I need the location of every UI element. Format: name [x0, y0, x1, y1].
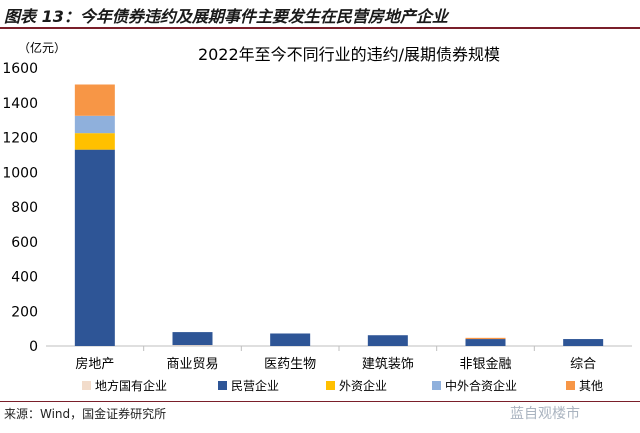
- watermark: 蓝自观楼市: [510, 406, 580, 422]
- stacked-bar-chart: 2022年至今不同行业的违约/展期债券规模 （亿元） 0 200 400 600 800 10…: [2, 40, 632, 393]
- y-tick-label: 800: [11, 200, 38, 216]
- bar-segment: [74, 149, 115, 346]
- x-tick-label: 房地产: [75, 356, 114, 372]
- title-divider: [0, 27, 640, 29]
- y-tick-label: 1200: [2, 131, 38, 147]
- bar-segment: [74, 84, 115, 116]
- legend-swatch: [82, 381, 91, 390]
- bar-segment: [74, 115, 115, 134]
- bar-segment: [465, 337, 506, 340]
- y-tick-label: 1000: [2, 165, 38, 181]
- legend-swatch: [326, 381, 335, 390]
- x-tick-label: 商业贸易: [166, 357, 218, 372]
- bar-segment: [74, 133, 115, 150]
- bar-segment: [465, 339, 506, 346]
- x-tick-label: 非银金融: [459, 356, 511, 372]
- bar-segment: [270, 333, 311, 346]
- y-tick-label: 1600: [2, 61, 38, 77]
- source-note: 来源：Wind，国金证券研究所: [4, 407, 167, 421]
- legend-label: 民营企业: [231, 378, 279, 393]
- chart-title: 2022年至今不同行业的违约/展期债券规模: [198, 45, 500, 64]
- y-tick-label: 600: [11, 235, 38, 251]
- bar-segment: [563, 339, 604, 346]
- y-axis-unit-label: （亿元）: [18, 40, 66, 55]
- legend-label: 外资企业: [339, 378, 387, 393]
- legend-label: 其他: [579, 379, 603, 393]
- legend-label: 地方国有企业: [95, 378, 167, 393]
- legend-swatch: [218, 381, 227, 390]
- bar-segment: [172, 332, 213, 346]
- y-tick-label: 200: [11, 304, 38, 320]
- y-tick-label: 0: [29, 339, 38, 355]
- source-divider: [0, 401, 640, 402]
- figure-title: 图表 13：今年债券违约及展期事件主要发生在民营房地产企业: [4, 7, 448, 26]
- y-tick-label: 1400: [2, 96, 38, 112]
- x-tick-label: 建筑装饰: [362, 356, 414, 372]
- legend-swatch: [432, 381, 441, 390]
- y-tick-label: 400: [11, 270, 38, 286]
- legend-label: 中外合资企业: [445, 378, 517, 393]
- x-tick-label: 医药生物: [264, 357, 316, 372]
- bar-segment: [172, 345, 213, 346]
- x-tick-label: 综合: [570, 357, 596, 372]
- legend-swatch: [566, 381, 575, 390]
- bar-segment: [367, 335, 408, 346]
